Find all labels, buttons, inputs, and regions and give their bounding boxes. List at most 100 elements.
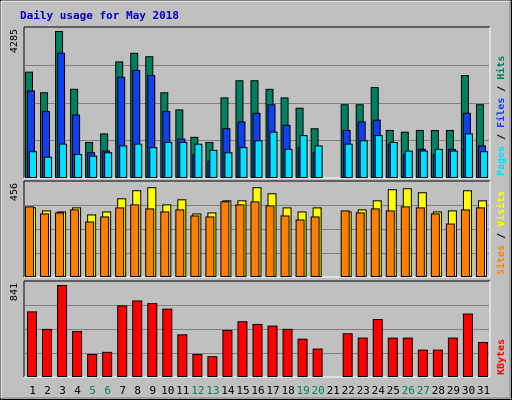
kbytes-bar bbox=[72, 331, 83, 377]
pages-bar bbox=[344, 143, 353, 178]
day-label: 27 bbox=[417, 384, 430, 397]
pages-bar bbox=[134, 143, 143, 178]
pages-bar bbox=[164, 141, 173, 179]
sites-bar bbox=[475, 207, 485, 277]
pages-bar bbox=[479, 151, 488, 179]
pages-bar bbox=[59, 143, 68, 178]
sites-bar bbox=[40, 213, 50, 278]
day-label: 12 bbox=[191, 384, 204, 397]
kbytes-bar bbox=[162, 308, 173, 377]
sites-bar bbox=[70, 209, 80, 277]
day-label: 16 bbox=[251, 384, 264, 397]
day-label: 6 bbox=[104, 384, 111, 397]
day-label: 17 bbox=[266, 384, 279, 397]
sites-bar bbox=[85, 221, 95, 278]
kbytes-bar bbox=[477, 341, 488, 377]
pages-bar bbox=[254, 140, 263, 179]
pages-bar bbox=[404, 150, 413, 178]
sites-bar bbox=[310, 216, 320, 277]
day-label: 21 bbox=[327, 384, 340, 397]
kbytes-bar bbox=[417, 349, 428, 378]
hits-panel-legend-text: Pages / Files / Hits bbox=[495, 56, 507, 176]
day-label: 22 bbox=[342, 384, 355, 397]
pages-bar bbox=[299, 135, 308, 179]
day-label: 13 bbox=[206, 384, 219, 397]
day-label: 5 bbox=[89, 384, 96, 397]
legend-item-hits: Hits bbox=[495, 56, 507, 80]
sites-bar bbox=[130, 204, 140, 277]
pages-bar bbox=[239, 147, 248, 178]
kbytes-bar bbox=[222, 329, 233, 377]
pages-bar bbox=[149, 147, 158, 178]
day-label: 23 bbox=[357, 384, 370, 397]
kbytes-bar bbox=[402, 337, 413, 378]
sites-bar bbox=[190, 215, 200, 277]
kbytes-bar bbox=[117, 305, 128, 377]
kbytes-bar bbox=[447, 337, 458, 378]
hits-panel-ymax-label: 4285 bbox=[9, 29, 20, 53]
kbytes-bar bbox=[57, 285, 68, 377]
legend-separator: / bbox=[496, 80, 507, 98]
day-label: 28 bbox=[432, 384, 445, 397]
sites-bar bbox=[370, 208, 380, 277]
kbytes-bar bbox=[297, 338, 308, 378]
day-label: 11 bbox=[176, 384, 189, 397]
sites-bar bbox=[115, 207, 125, 277]
pages-bar bbox=[374, 135, 383, 179]
sites-bar bbox=[415, 207, 425, 277]
day-label: 10 bbox=[161, 384, 174, 397]
hits-panel-legend: Pages / Files / Hits bbox=[495, 56, 507, 176]
legend-item-visits: Visits bbox=[495, 191, 507, 227]
day-label: 2 bbox=[44, 384, 51, 397]
pages-bar bbox=[29, 151, 37, 179]
kbytes-bar bbox=[357, 337, 368, 378]
pages-bar bbox=[209, 149, 218, 178]
kbytes-bar bbox=[282, 328, 293, 377]
pages-bar bbox=[119, 145, 128, 178]
pages-bar bbox=[314, 145, 323, 178]
kbytes-bar bbox=[42, 328, 53, 377]
sites-bar bbox=[145, 208, 155, 277]
day-label: 24 bbox=[372, 384, 386, 397]
pages-bar bbox=[74, 153, 83, 178]
sites-bar bbox=[250, 201, 260, 277]
day-label: 18 bbox=[281, 384, 294, 397]
pages-bar bbox=[389, 141, 398, 179]
day-label: 14 bbox=[221, 384, 235, 397]
kbytes-bar bbox=[387, 337, 398, 378]
pages-bar bbox=[434, 148, 443, 178]
kbytes-bar bbox=[432, 349, 443, 378]
day-label: 30 bbox=[462, 384, 475, 397]
sites-bar bbox=[400, 206, 410, 278]
pages-bar bbox=[269, 131, 278, 179]
kbytes-bar bbox=[252, 323, 263, 378]
sites-bar bbox=[340, 210, 350, 277]
legend-item-sites: Sites bbox=[495, 245, 507, 275]
sites-bar bbox=[25, 206, 34, 278]
pages-bar bbox=[449, 150, 458, 178]
pages-bar bbox=[44, 156, 53, 178]
pages-bar bbox=[179, 141, 188, 179]
kbytes-panel-ymax-label: 841 bbox=[9, 283, 20, 301]
kbytes-bar bbox=[342, 333, 353, 377]
sites-bar bbox=[100, 216, 110, 277]
kbytes-panel-legend: KBytes bbox=[496, 339, 507, 375]
kbytes-bar bbox=[207, 356, 218, 377]
legend-item-files: Files bbox=[495, 98, 507, 128]
day-label: 7 bbox=[119, 384, 126, 397]
sites-bar bbox=[355, 212, 365, 278]
sites-bar bbox=[55, 212, 65, 278]
pages-bar bbox=[284, 148, 293, 178]
pages-bar bbox=[89, 155, 98, 178]
kbytes-bar bbox=[102, 351, 113, 377]
visits-panel-legend-text: Sites / Visits bbox=[495, 191, 507, 275]
kbytes-bar bbox=[147, 303, 158, 377]
legend-item-pages: Pages bbox=[496, 146, 507, 176]
day-label: 1 bbox=[29, 384, 36, 397]
kbytes-bar bbox=[27, 311, 37, 378]
day-label: 3 bbox=[59, 384, 66, 397]
kbytes-panel-legend-text: KBytes bbox=[496, 339, 507, 375]
sites-bar bbox=[385, 210, 395, 277]
legend-separator: / bbox=[496, 128, 507, 146]
